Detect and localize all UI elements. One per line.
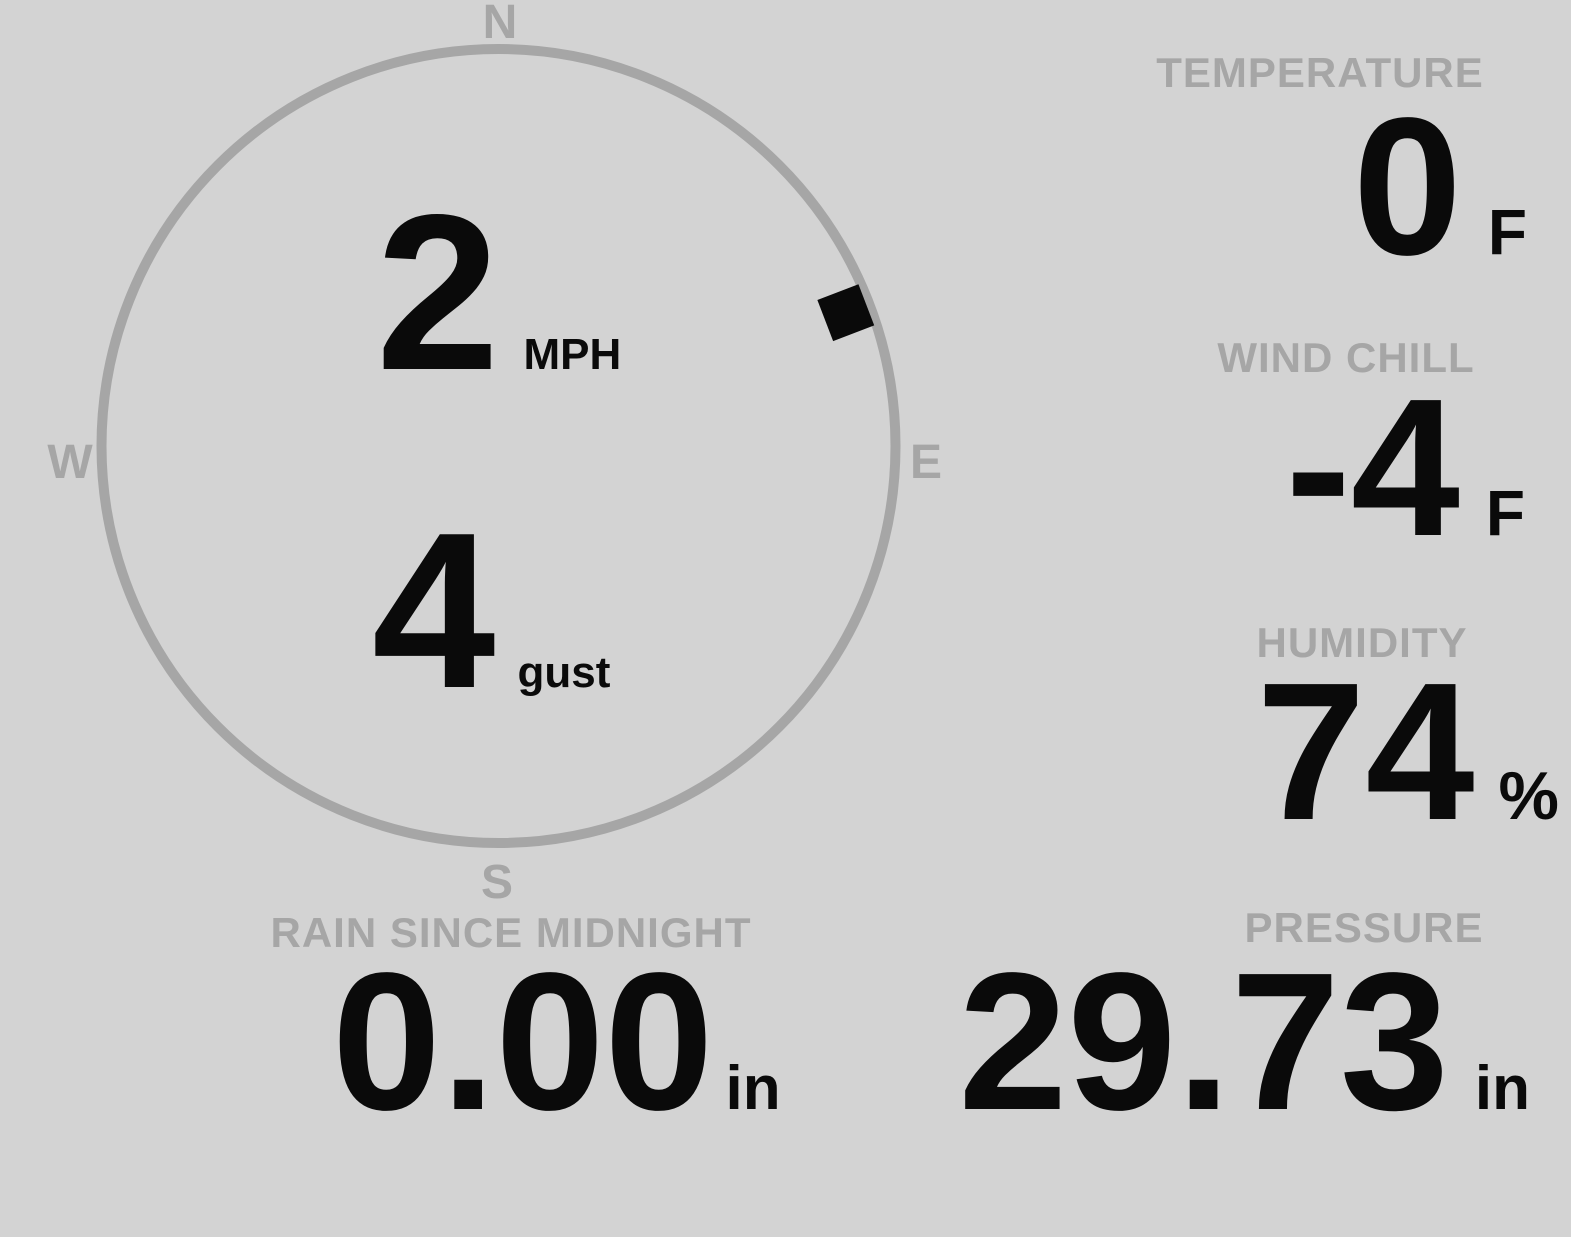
- wind-speed: 2 MPH: [376, 182, 621, 404]
- humidity-label: HUMIDITY: [1256, 619, 1468, 666]
- pressure-value: 29.73: [958, 932, 1449, 1151]
- humidity-reading: 74 %: [1257, 654, 1559, 850]
- wind-gust-value: 4: [372, 487, 496, 735]
- wind-gust: 4 gust: [372, 500, 610, 722]
- temperature-label: TEMPERATURE: [1156, 49, 1484, 96]
- wind-chill-unit: F: [1485, 477, 1525, 549]
- compass-label-east: E: [910, 436, 942, 489]
- wind-speed-value: 2: [376, 169, 500, 417]
- compass-label-south: S: [481, 856, 513, 909]
- rain-reading: 0.00 in: [332, 944, 781, 1140]
- pressure-reading: 29.73 in: [958, 944, 1530, 1140]
- wind-chill-reading: -4 F: [1286, 370, 1525, 566]
- humidity-value: 74: [1256, 642, 1475, 861]
- humidity-unit: %: [1498, 758, 1559, 834]
- compass-label-west: W: [47, 436, 93, 489]
- wind-direction-marker: [817, 284, 875, 342]
- wind-chill-value: -4: [1285, 358, 1460, 577]
- temperature-value: 0: [1352, 77, 1462, 296]
- compass-ring: [96, 44, 901, 848]
- pressure-label: PRESSURE: [1244, 904, 1484, 951]
- rain-label: RAIN SINCE MIDNIGHT: [270, 909, 752, 956]
- rain-value: 0.00: [332, 932, 714, 1151]
- compass-label-north: N: [483, 0, 518, 49]
- temperature-unit: F: [1487, 196, 1527, 268]
- rain-unit: in: [725, 1054, 781, 1123]
- wind-gust-unit: gust: [517, 648, 611, 697]
- wind-chill-label: WIND CHILL: [1217, 334, 1475, 381]
- wind-speed-unit: MPH: [523, 330, 622, 379]
- pressure-unit: in: [1474, 1054, 1530, 1123]
- temperature-reading: 0 F: [1353, 89, 1527, 285]
